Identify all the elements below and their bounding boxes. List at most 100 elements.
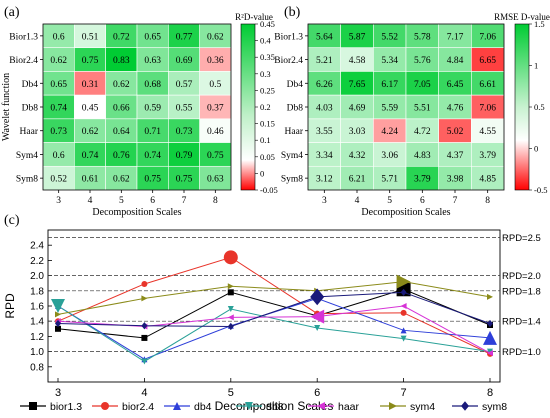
series-line (57, 305, 491, 363)
cell-value: 0.61 (82, 175, 99, 185)
panel-label-c: (c) (4, 213, 20, 228)
colorbar-title: R²D-value (235, 12, 273, 22)
cell-value: 0.37 (207, 104, 224, 114)
data-point (223, 250, 238, 265)
cell-value: 0.75 (144, 175, 161, 185)
reference-line-label: RPD=2.5 (502, 233, 541, 244)
data-point (141, 358, 148, 365)
data-point (317, 402, 325, 410)
x-axis-label: Decomposition Scales (92, 207, 181, 218)
cell-value: 5.21 (316, 56, 333, 66)
colorbar-tick-label: 0.2 (260, 102, 271, 112)
legend-item: haar (308, 401, 360, 413)
cell-value: 3.79 (414, 175, 431, 185)
panel-label-a: (a) (4, 5, 20, 20)
cell-value: 0.63 (207, 175, 224, 185)
cell-value: 7.06 (479, 32, 496, 42)
colorbar (514, 23, 530, 191)
colorbar-tick-label: 0.3 (260, 69, 271, 79)
data-point (55, 311, 61, 318)
y-tick-label: 2.4 (30, 241, 44, 252)
heatmap-rmse: 5.64 5.87 5.52 5.78 7.17 7.06 5.21 4.58 5.34 5.76… (274, 12, 550, 218)
cell-value: 0.62 (113, 80, 130, 90)
data-point (400, 327, 407, 334)
data-point (487, 350, 493, 357)
x-tick-label: 4 (355, 196, 360, 206)
legend-label: sym8 (482, 401, 507, 413)
data-point (314, 325, 321, 332)
cell-value: 4.72 (414, 127, 431, 137)
cell-value: 5.87 (349, 32, 366, 42)
colorbar-tick-label: 0.4 (260, 36, 271, 46)
data-point (141, 280, 148, 287)
cell-value: 5.78 (414, 32, 431, 42)
rpd-line-chart: 0.8 1.0 1.2 1.4 1.6 1.8 2.0 2.2 2.4 3 4 5 6 7 8 Decompo… (3, 229, 541, 413)
x-tick-label: 6 (420, 196, 425, 206)
x-tick-label: 8 (213, 196, 218, 206)
legend-item: db4 (164, 401, 212, 413)
cell-value: 0.72 (113, 32, 130, 42)
cell-value: 0.52 (50, 175, 67, 185)
y-tick-label: Db4 (22, 80, 39, 90)
colorbar-tick-label: -0.05 (260, 185, 278, 195)
cell-value: 4.76 (447, 104, 464, 114)
cell-value: 0.51 (82, 32, 99, 42)
y-axis-label: RPD (3, 293, 17, 319)
x-tick-label: 8 (485, 196, 490, 206)
cell-value: 0.73 (50, 127, 67, 137)
cell-value: 3.55 (316, 127, 333, 137)
cell-value: 5.02 (447, 127, 464, 137)
y-tick-label: Db8 (287, 104, 304, 114)
cell-value: 0.65 (50, 80, 67, 90)
x-tick-label: 5 (387, 196, 392, 206)
reference-line-label: RPD=1.4 (502, 317, 541, 328)
cell-value: 4.55 (479, 127, 496, 137)
x-tick-label: 7 (401, 387, 407, 399)
colorbar-tick-label: 0.15 (260, 119, 275, 129)
colorbar-tick-label: 0 (260, 168, 264, 178)
x-tick-label: 6 (314, 387, 320, 399)
series-line (57, 288, 491, 339)
cell-value: 6.61 (479, 80, 496, 90)
x-tick-label: 7 (453, 196, 458, 206)
cell-value: 0.65 (144, 32, 161, 42)
series-line (57, 297, 491, 360)
cell-value: 6.65 (479, 56, 496, 66)
x-tick-label: 3 (322, 196, 327, 206)
data-point (141, 295, 148, 302)
cell-value: 5.52 (381, 32, 398, 42)
legend-item: db8 (236, 401, 284, 413)
legend-item: sym8 (452, 401, 507, 413)
y-tick-label: Sym8 (281, 175, 303, 185)
cell-value: 6.21 (349, 175, 366, 185)
series-sym8 (55, 288, 493, 331)
cell-value: 4.58 (349, 56, 366, 66)
cell-value: 0.66 (113, 104, 130, 114)
x-tick-label: 6 (150, 196, 155, 206)
data-point (487, 319, 493, 328)
data-point (227, 322, 234, 331)
cell-value: 4.32 (349, 151, 366, 161)
data-point (55, 319, 61, 328)
data-point (173, 402, 181, 410)
cell-value: 6.26 (316, 80, 333, 90)
data-point (227, 289, 234, 296)
cell-value: 3.12 (316, 175, 333, 185)
colorbar-title: RMSE D-value (494, 12, 550, 22)
y-tick-label: Sym8 (16, 175, 38, 185)
data-point (141, 334, 148, 341)
cell-value: 5.34 (381, 56, 398, 66)
y-tick-label: 1.6 (30, 302, 44, 313)
colorbar-tick-label: 1 (534, 61, 538, 71)
data-point (487, 348, 493, 355)
cell-value: 0.63 (144, 56, 161, 66)
cell-value: 6.45 (447, 80, 464, 90)
cell-value: 5.59 (381, 104, 398, 114)
cell-value: 0.62 (207, 32, 224, 42)
series-line (57, 256, 491, 355)
data-point (400, 309, 407, 316)
data-point (310, 309, 325, 324)
legend: bior1.3 bior2.4 db4 db8 haar sym4 sym8 (20, 401, 507, 413)
cell-value: 4.83 (414, 151, 431, 161)
